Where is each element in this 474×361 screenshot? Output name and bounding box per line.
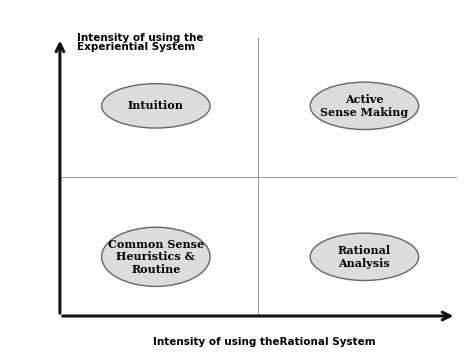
Text: Experiential System: Experiential System <box>77 42 195 52</box>
Text: Active
Sense Making: Active Sense Making <box>320 94 409 118</box>
Ellipse shape <box>310 82 419 130</box>
Text: Intuition: Intuition <box>128 100 184 111</box>
Ellipse shape <box>310 233 419 280</box>
Text: Intensity of using the: Intensity of using the <box>77 33 203 43</box>
Text: Common Sense
Heuristics &
Routine: Common Sense Heuristics & Routine <box>108 239 204 275</box>
Text: Rational
Analysis: Rational Analysis <box>338 245 391 269</box>
Ellipse shape <box>101 227 210 286</box>
Text: Intensity of using the​Rational System: Intensity of using the​Rational System <box>153 337 375 347</box>
Ellipse shape <box>101 84 210 128</box>
